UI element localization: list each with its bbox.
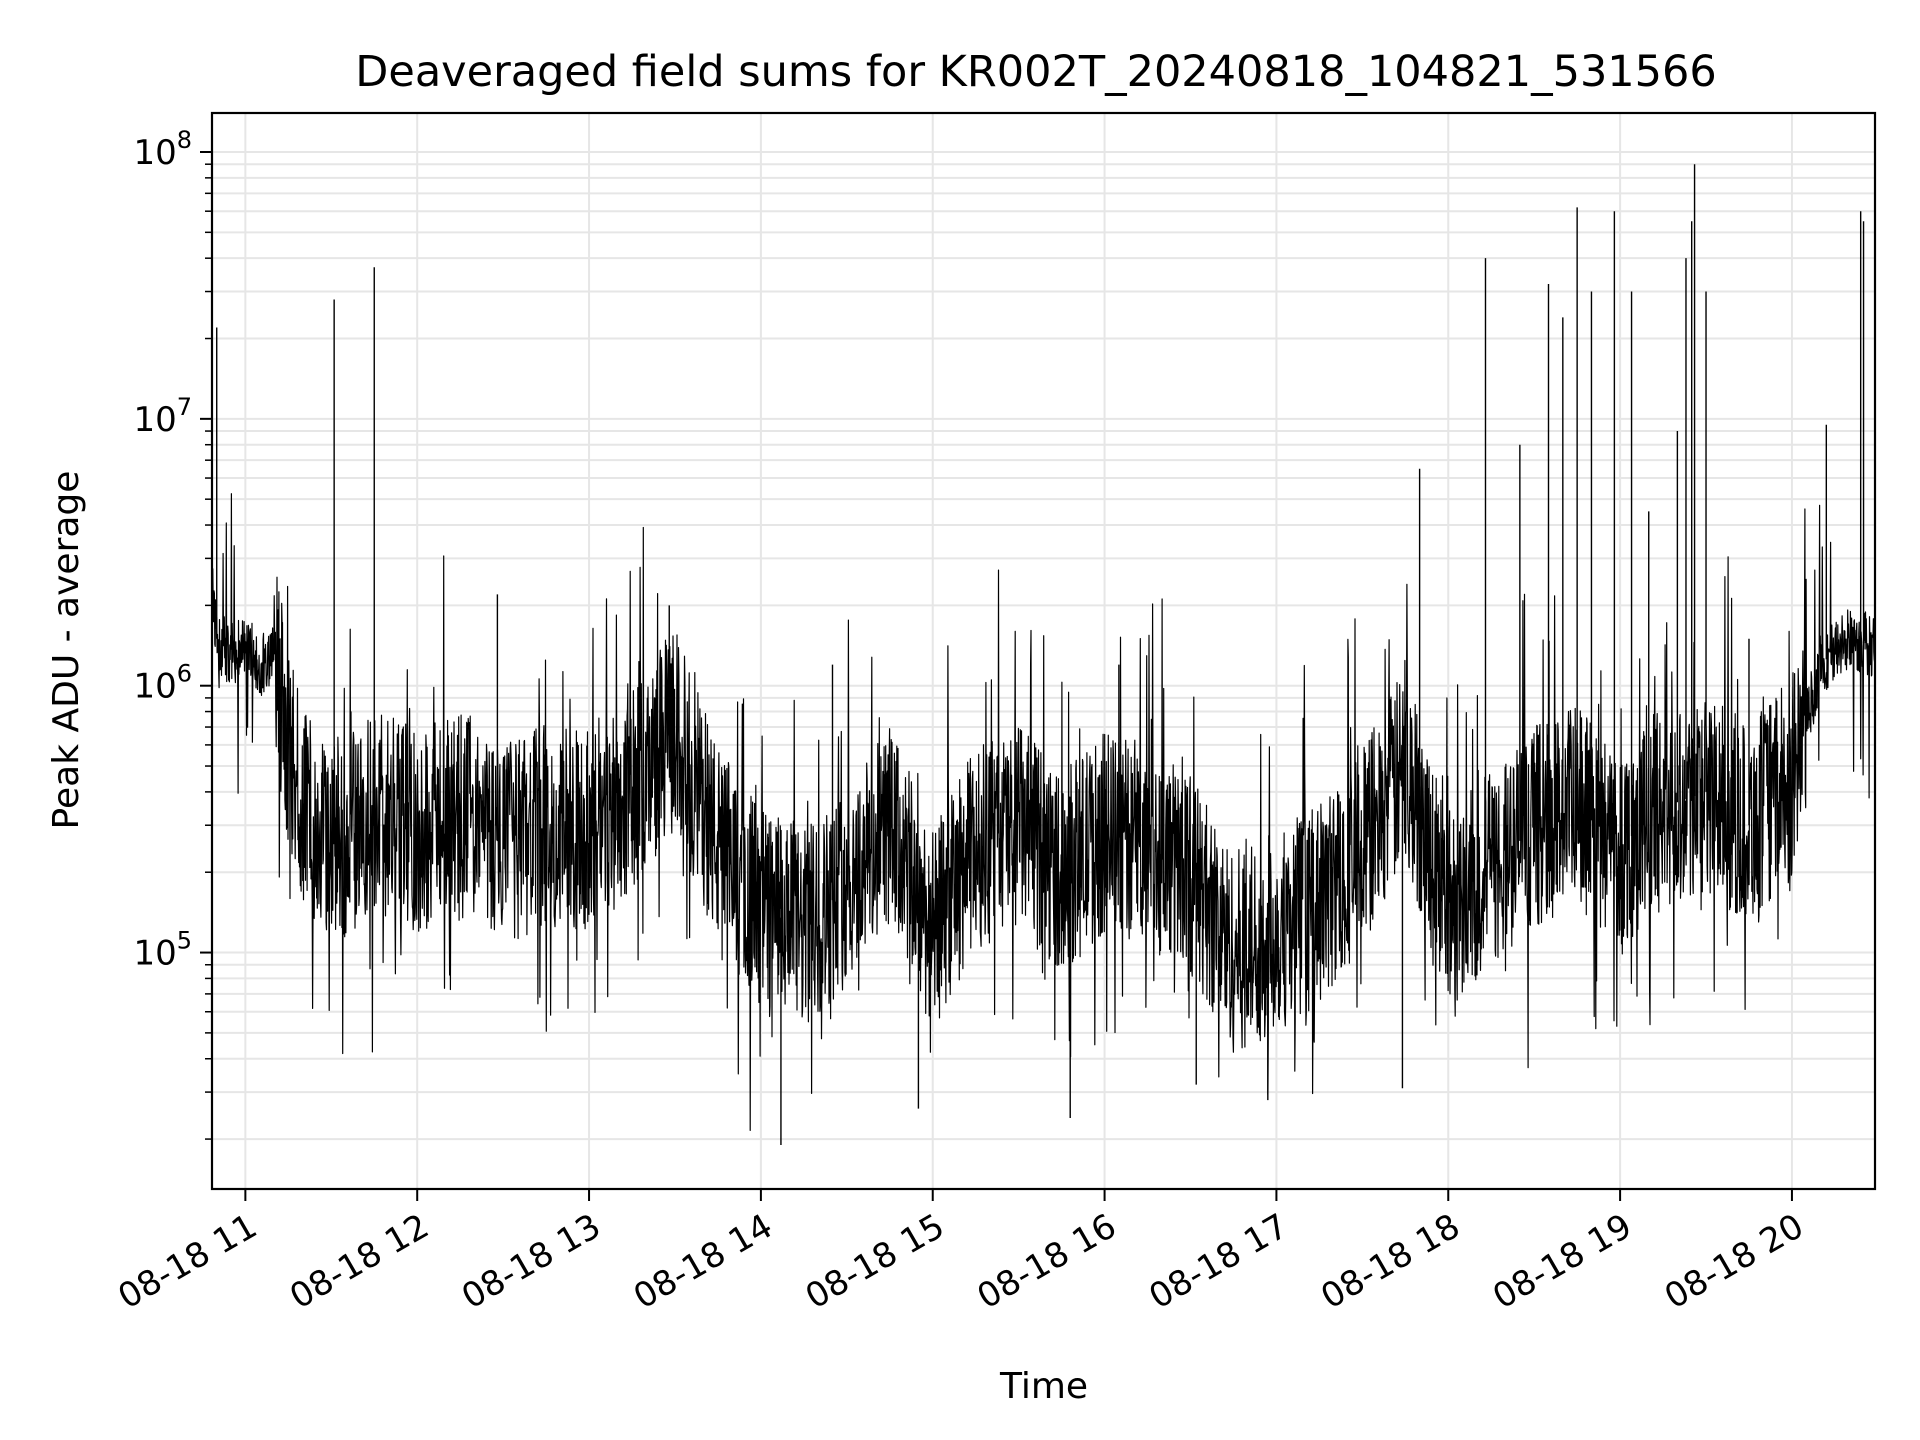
y-tick-exponent: 5 — [177, 927, 192, 955]
chart-title: Deaveraged field sums for KR002T_2024081… — [355, 47, 1717, 97]
y-tick-exponent: 7 — [177, 393, 192, 421]
y-tick-base: 10 — [133, 667, 176, 707]
y-axis-label: Peak ADU - average — [46, 471, 87, 830]
y-tick-base: 10 — [133, 400, 176, 440]
y-tick-label: 108 — [133, 126, 192, 173]
y-tick-exponent: 8 — [177, 126, 192, 154]
y-tick-label: 106 — [133, 660, 192, 707]
plot-area-frame — [210, 111, 1877, 1191]
y-tick-label: 107 — [133, 393, 192, 440]
y-tick-exponent: 6 — [177, 660, 192, 688]
y-tick-base: 10 — [133, 934, 176, 974]
series-group — [211, 164, 1876, 1146]
series-line — [211, 493, 1876, 1131]
y-tick-base: 10 — [133, 133, 176, 173]
x-axis-label: Time — [999, 1366, 1088, 1407]
y-tick-label: 105 — [133, 927, 192, 974]
